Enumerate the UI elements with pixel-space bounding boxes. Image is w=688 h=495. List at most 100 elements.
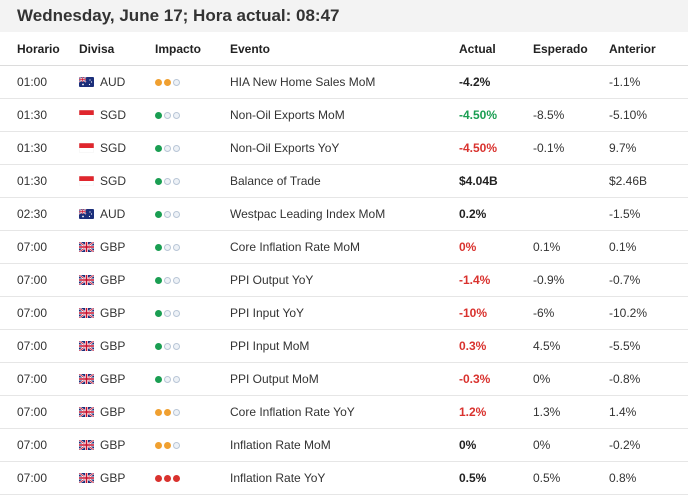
- row-previous: -5.10%: [609, 98, 688, 132]
- impact-indicator: [155, 144, 230, 152]
- row-event[interactable]: PPI Output MoM: [230, 362, 459, 396]
- row-actual: 0.3%: [459, 329, 533, 363]
- table-row[interactable]: 01:00 AUD HIA New Home Sales MoM -4.2% -…: [0, 65, 688, 99]
- row-previous: -10.2%: [609, 296, 688, 330]
- column-header-currency[interactable]: Divisa: [79, 32, 155, 66]
- impact-indicator: [155, 342, 230, 350]
- row-expected: 0.1%: [533, 230, 609, 264]
- impact-dot: [155, 111, 162, 119]
- impact-dot: [164, 276, 171, 284]
- row-event[interactable]: Non-Oil Exports MoM: [230, 98, 459, 132]
- impact-dot: [164, 441, 171, 449]
- impact-dot: [155, 243, 162, 251]
- gb-flag-icon: [79, 308, 94, 318]
- column-header-expected[interactable]: Esperado: [533, 32, 609, 66]
- row-expected: -6%: [533, 296, 609, 330]
- row-actual: $4.04B: [459, 164, 533, 198]
- row-previous: $2.46B: [609, 164, 688, 198]
- row-previous: 9.7%: [609, 131, 688, 165]
- row-event[interactable]: PPI Input YoY: [230, 296, 459, 330]
- impact-dot: [155, 78, 162, 86]
- impact-indicator: [155, 441, 230, 449]
- row-time: 07:00: [0, 395, 79, 429]
- row-event[interactable]: Non-Oil Exports YoY: [230, 131, 459, 165]
- impact-dot: [173, 276, 180, 284]
- sg-flag-icon: [79, 176, 94, 186]
- row-time: 07:00: [0, 329, 79, 363]
- page-title-text: Wednesday, June 17; Hora actual: 08:47: [17, 6, 340, 25]
- row-time: 01:30: [0, 164, 79, 198]
- row-previous: -1.5%: [609, 197, 688, 231]
- row-currency: GBP: [100, 273, 126, 287]
- table-row[interactable]: 07:00 GBP PPI Input MoM 0.3% 4.5% -5.5%: [0, 329, 688, 363]
- impact-dot: [155, 276, 162, 284]
- row-time: 07:00: [0, 263, 79, 297]
- sg-flag-icon: [79, 110, 94, 120]
- row-time: 07:00: [0, 428, 79, 462]
- table-row[interactable]: 07:00 GBP Inflation Rate YoY 0.5% 0.5% 0…: [0, 461, 688, 495]
- table-row[interactable]: 07:00 GBP PPI Input YoY -10% -6% -10.2%: [0, 296, 688, 330]
- impact-indicator: [155, 243, 230, 251]
- impact-dot: [164, 243, 171, 251]
- column-header-impact[interactable]: Impacto: [155, 32, 230, 66]
- row-event[interactable]: Balance of Trade: [230, 164, 459, 198]
- gb-flag-icon: [79, 407, 94, 417]
- row-expected: 0%: [533, 362, 609, 396]
- page-title: Wednesday, June 17; Hora actual: 08:47: [0, 0, 688, 32]
- impact-dot: [173, 342, 180, 350]
- impact-dot: [173, 210, 180, 218]
- row-event[interactable]: Westpac Leading Index MoM: [230, 197, 459, 231]
- row-event[interactable]: HIA New Home Sales MoM: [230, 65, 459, 99]
- column-header-previous[interactable]: Anterior: [609, 32, 688, 66]
- gb-flag-icon: [79, 374, 94, 384]
- row-event[interactable]: PPI Output YoY: [230, 263, 459, 297]
- row-currency: GBP: [100, 405, 126, 419]
- table-row[interactable]: 07:00 GBP Core Inflation Rate MoM 0% 0.1…: [0, 230, 688, 264]
- row-expected: -0.9%: [533, 263, 609, 297]
- table-row[interactable]: 01:30 SGD Non-Oil Exports YoY -4.50% -0.…: [0, 131, 688, 165]
- impact-dot: [173, 309, 180, 317]
- currency-cell: GBP: [79, 471, 155, 485]
- impact-dot: [164, 474, 171, 482]
- row-event[interactable]: Inflation Rate MoM: [230, 428, 459, 462]
- column-header-actual[interactable]: Actual: [459, 32, 533, 66]
- impact-indicator: [155, 276, 230, 284]
- impact-dot: [164, 144, 171, 152]
- row-currency: GBP: [100, 240, 126, 254]
- currency-cell: GBP: [79, 438, 155, 452]
- row-expected: [533, 65, 609, 99]
- row-actual: 1.2%: [459, 395, 533, 429]
- row-previous: -0.8%: [609, 362, 688, 396]
- gb-flag-icon: [79, 242, 94, 252]
- table-row[interactable]: 07:00 GBP Inflation Rate MoM 0% 0% -0.2%: [0, 428, 688, 462]
- table-row[interactable]: 07:00 GBP Core Inflation Rate YoY 1.2% 1…: [0, 395, 688, 429]
- impact-dot: [155, 408, 162, 416]
- table-row[interactable]: 02:30 AUD Westpac Leading Index MoM 0.2%…: [0, 197, 688, 231]
- row-time: 07:00: [0, 362, 79, 396]
- currency-cell: SGD: [79, 108, 155, 122]
- column-header-event[interactable]: Evento: [230, 32, 459, 66]
- table-row[interactable]: 07:00 GBP PPI Output YoY -1.4% -0.9% -0.…: [0, 263, 688, 297]
- row-actual: 0%: [459, 230, 533, 264]
- currency-cell: GBP: [79, 273, 155, 287]
- table-row[interactable]: 07:00 GBP PPI Output MoM -0.3% 0% -0.8%: [0, 362, 688, 396]
- row-previous: -5.5%: [609, 329, 688, 363]
- impact-indicator: [155, 408, 230, 416]
- impact-dot: [164, 210, 171, 218]
- impact-indicator: [155, 210, 230, 218]
- row-currency: AUD: [100, 75, 126, 89]
- impact-indicator: [155, 474, 230, 482]
- row-actual: -4.50%: [459, 131, 533, 165]
- row-event[interactable]: PPI Input MoM: [230, 329, 459, 363]
- row-event[interactable]: Core Inflation Rate YoY: [230, 395, 459, 429]
- row-actual: -0.3%: [459, 362, 533, 396]
- table-row[interactable]: 01:30 SGD Non-Oil Exports MoM -4.50% -8.…: [0, 98, 688, 132]
- impact-dot: [155, 474, 162, 482]
- column-header-time[interactable]: Horario: [0, 32, 79, 66]
- impact-dot: [173, 243, 180, 251]
- table-row[interactable]: 01:30 SGD Balance of Trade $4.04B $2.46B: [0, 164, 688, 198]
- row-time: 07:00: [0, 296, 79, 330]
- row-actual: -1.4%: [459, 263, 533, 297]
- row-event[interactable]: Core Inflation Rate MoM: [230, 230, 459, 264]
- row-event[interactable]: Inflation Rate YoY: [230, 461, 459, 495]
